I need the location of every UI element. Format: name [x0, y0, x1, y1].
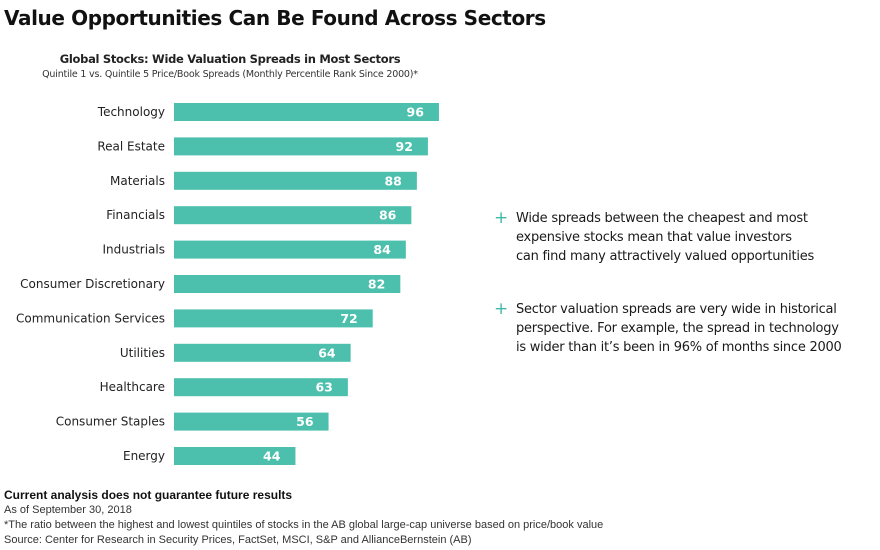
bar — [174, 240, 406, 259]
bar — [174, 378, 348, 397]
value-label: 64 — [318, 345, 336, 360]
plus-icon: + — [494, 208, 509, 228]
bullet-point: + Wide spreads between the cheapest and … — [494, 209, 874, 266]
bullet-point: + Sector valuation spreads are very wide… — [494, 300, 874, 357]
bar — [174, 103, 439, 121]
category-label: Utilities — [120, 346, 165, 360]
category-label: Materials — [110, 174, 165, 188]
footer: Current analysis does not guarantee futu… — [4, 488, 864, 548]
bar — [174, 412, 329, 431]
category-label: Real Estate — [97, 139, 165, 153]
category-label: Consumer Discretionary — [20, 277, 165, 291]
value-label: 88 — [384, 173, 401, 188]
bar — [174, 171, 417, 190]
value-label: 92 — [396, 139, 413, 154]
category-label: Technology — [97, 105, 165, 119]
category-label: Healthcare — [100, 380, 165, 394]
category-label: Industrials — [102, 243, 165, 257]
disclaimer: Current analysis does not guarantee futu… — [4, 488, 293, 502]
bullet-text: Sector valuation spreads are very wide i… — [516, 302, 842, 355]
value-label: 44 — [263, 449, 281, 464]
value-label: 82 — [368, 277, 385, 292]
page-title: Value Opportunities Can Be Found Across … — [4, 6, 546, 30]
bar — [174, 447, 296, 465]
category-label: Financials — [106, 208, 165, 222]
bar — [174, 206, 412, 225]
chart-title: Global Stocks: Wide Valuation Spreads in… — [59, 52, 401, 66]
value-label: 72 — [340, 311, 357, 326]
as-of-date: As of September 30, 2018 — [4, 504, 132, 516]
value-label: 96 — [407, 105, 425, 120]
bullet-text: Wide spreads between the cheapest and mo… — [516, 211, 815, 264]
bar — [174, 343, 351, 362]
chart-subtitle: Quintile 1 vs. Quintile 5 Price/Book Spr… — [42, 69, 418, 80]
plus-icon: + — [494, 299, 509, 319]
category-label: Consumer Staples — [56, 415, 165, 429]
bar — [174, 137, 428, 156]
bar — [174, 309, 373, 328]
category-label: Communication Services — [16, 311, 165, 325]
value-label: 84 — [373, 242, 391, 257]
source-note: Source: Center for Research in Security … — [4, 534, 472, 546]
value-label: 63 — [315, 380, 332, 395]
footnote: *The ratio between the highest and lowes… — [4, 519, 604, 531]
bar — [174, 275, 401, 293]
category-label: Energy — [123, 449, 165, 463]
value-label: 86 — [379, 208, 397, 223]
value-label: 56 — [296, 414, 314, 429]
